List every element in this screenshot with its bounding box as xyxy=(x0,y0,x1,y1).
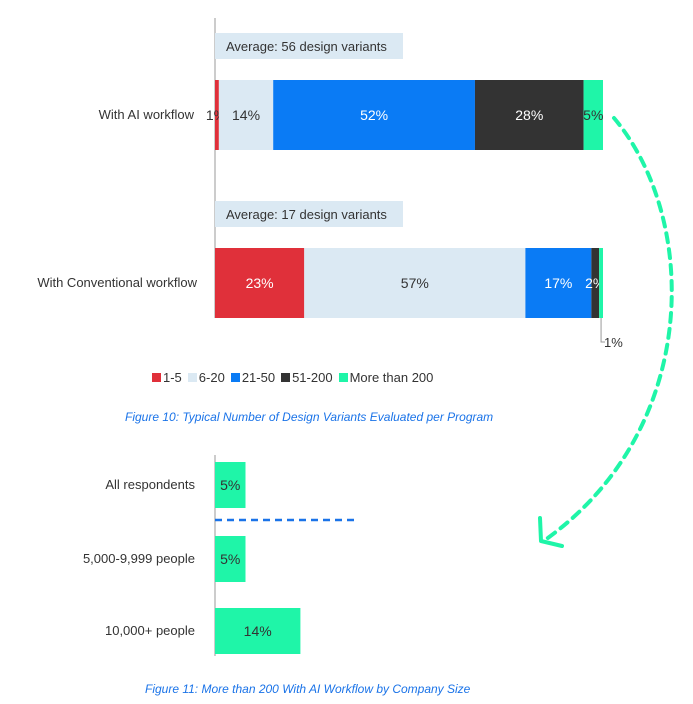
data-label: 57% xyxy=(401,275,429,291)
data-label: 14% xyxy=(232,107,260,123)
figure-10-caption: Figure 10: Typical Number of Design Vari… xyxy=(125,410,494,424)
curved-arrow xyxy=(543,116,674,542)
category-label: 5,000-9,999 people xyxy=(83,551,195,566)
legend: 1-5 6-20 21-50 51-200 More than 200 xyxy=(152,370,433,385)
bar-segment xyxy=(215,80,219,150)
average-annotation-bg xyxy=(215,33,403,59)
bar-segment xyxy=(525,248,592,318)
data-label: 1% xyxy=(604,335,623,350)
category-label: All respondents xyxy=(105,477,195,492)
bar-segment xyxy=(304,248,526,318)
data-label: 23% xyxy=(246,275,274,291)
legend-label: More than 200 xyxy=(349,370,434,385)
legend-label: 1-5 xyxy=(163,370,182,385)
legend-label: 21-50 xyxy=(241,370,276,385)
data-label: 5% xyxy=(220,551,240,567)
bar xyxy=(215,462,246,508)
data-label: 14% xyxy=(244,623,272,639)
bar xyxy=(215,608,301,654)
data-label: 17% xyxy=(544,275,572,291)
arrow-head xyxy=(538,516,564,548)
average-annotation: Average: 56 design variants xyxy=(226,39,387,54)
category-label: 10,000+ people xyxy=(105,623,195,638)
legend-swatch xyxy=(281,373,291,382)
category-label: With AI workflow xyxy=(99,107,195,122)
figure-11-caption: Figure 11: More than 200 With AI Workflo… xyxy=(145,682,471,696)
data-label: 5% xyxy=(583,107,603,123)
data-label: 28% xyxy=(515,107,543,123)
legend-label: 6-20 xyxy=(198,370,225,385)
bar-segment xyxy=(218,80,274,150)
bar xyxy=(215,536,246,582)
data-label: 52% xyxy=(360,107,388,123)
legend-label: 51-200 xyxy=(292,370,333,385)
legend-item: 21-50 xyxy=(230,370,276,385)
legend-swatch xyxy=(187,373,197,382)
bar-segment xyxy=(583,80,603,150)
leader-line xyxy=(600,318,606,343)
bar-segment xyxy=(474,80,584,150)
bar-segment xyxy=(591,248,600,318)
category-label: With Conventional workflow xyxy=(37,275,197,290)
legend-item: 1-5 xyxy=(152,370,182,385)
legend-swatch xyxy=(152,373,161,382)
average-annotation: Average: 17 design variants xyxy=(226,207,387,222)
legend-item: 51-200 xyxy=(281,370,333,385)
legend-item: 6-20 xyxy=(187,370,225,385)
data-label: 5% xyxy=(220,477,240,493)
bar-segment xyxy=(215,248,305,318)
legend-item: More than 200 xyxy=(338,370,434,385)
average-annotation-bg xyxy=(215,201,403,227)
bar-segment xyxy=(273,80,475,150)
bar-segment xyxy=(599,248,603,318)
legend-swatch xyxy=(338,373,348,382)
legend-swatch xyxy=(230,373,240,382)
